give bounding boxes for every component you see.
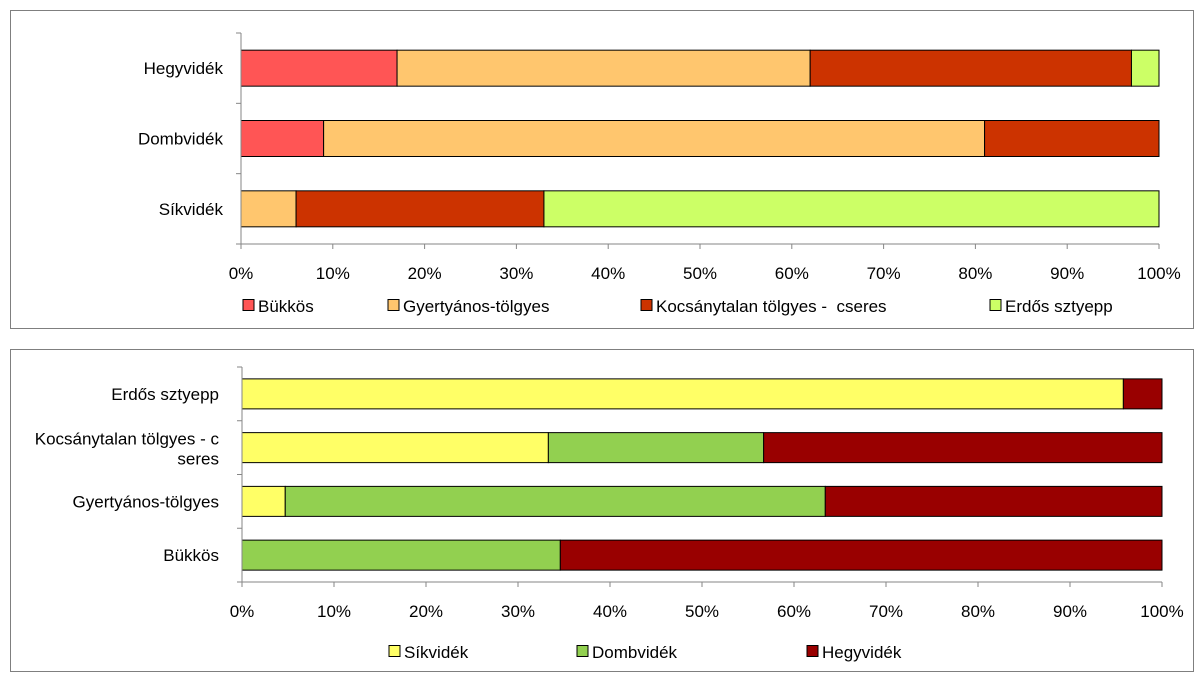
x-tick-label: 10% bbox=[317, 602, 351, 621]
stacked-bar-chart-forest-type: 0% 10% 20% 30% 40% 50% 60% 70% 80% 90% 100% Erdős s… bbox=[35, 366, 1184, 662]
bar-bukkos-hegyvidek bbox=[559, 539, 1163, 571]
x-tick-label: 10% bbox=[316, 264, 350, 283]
legend: Bükkös Gyertyános-tölgyes Kocsánytalan töl… bbox=[242, 297, 1113, 316]
bar-kocsanytalan-tolgyes-cseres-dombvidek bbox=[547, 432, 765, 464]
x-tick-label: 40% bbox=[591, 264, 625, 283]
bar-hegyvidek-kocsanytalan-tolgyes-cseres bbox=[809, 49, 1132, 87]
bar-dombvidek-kocsanytalan-tolgyes-cseres bbox=[984, 120, 1160, 157]
category-label-sikvidek: Síkvidék bbox=[159, 200, 224, 219]
x-tick-label: 90% bbox=[1050, 264, 1084, 283]
bar-hegyvidek-erdos-sztyepp bbox=[1130, 49, 1160, 87]
bar-sikvidek-gyertyanos-tolgyes bbox=[240, 190, 297, 228]
legend: Síkvidék Dombvidék Hegyvidék bbox=[388, 643, 902, 662]
chart-panel-region-composition: 0% 10% 20% 30% 40% 50% 60% 70% 80% 90% 100% Hegyvid… bbox=[10, 10, 1194, 329]
bar-kocsanytalan-tolgyes-cseres-hegyvidek bbox=[763, 432, 1163, 464]
bar-sikvidek-erdos-sztyepp bbox=[543, 190, 1160, 228]
bar-kocsanytalan-tolgyes-cseres-sikvidek bbox=[241, 432, 549, 464]
category-label-hegyvidek: Hegyvidék bbox=[144, 59, 224, 78]
bar-bukkos-dombvidek bbox=[241, 539, 561, 571]
x-tick-label: 0% bbox=[230, 602, 255, 621]
legend-label-erdos-sztyepp: Erdős sztyepp bbox=[1005, 297, 1113, 316]
bars bbox=[240, 49, 1160, 228]
legend-swatch-sikvidek bbox=[388, 645, 401, 657]
bar-hegyvidek-bukkos bbox=[240, 49, 398, 87]
category-label-gyertyanos-tolgyes: Gyertyános-tölgyes bbox=[73, 492, 219, 511]
bars bbox=[241, 378, 1163, 571]
x-tick-label: 40% bbox=[593, 602, 627, 621]
x-tick-label: 30% bbox=[501, 602, 535, 621]
category-label-kocsanytalan-tolgyes-cseres: Kocsánytalan tölgyes - c seres bbox=[35, 430, 220, 469]
bar-gyertyanos-tolgyes-sikvidek bbox=[241, 485, 286, 517]
category-label-erdos-sztyepp: Erdős sztyepp bbox=[111, 385, 219, 404]
legend-swatch-dombvidek bbox=[576, 645, 589, 657]
bar-erdos-sztyepp-sikvidek bbox=[241, 378, 1124, 410]
x-tick-label: 30% bbox=[499, 264, 533, 283]
x-tick-label: 20% bbox=[408, 264, 442, 283]
category-label-dombvidek: Dombvidék bbox=[138, 130, 224, 149]
stacked-bar-chart-region: 0% 10% 20% 30% 40% 50% 60% 70% 80% 90% 100% Hegyvid… bbox=[138, 32, 1181, 316]
legend-label-sikvidek: Síkvidék bbox=[404, 643, 469, 662]
bar-dombvidek-bukkos bbox=[240, 120, 325, 157]
bar-hegyvidek-gyertyanos-tolgyes bbox=[396, 49, 811, 87]
x-tick-label: 0% bbox=[229, 264, 254, 283]
x-tick-label: 20% bbox=[409, 602, 443, 621]
bar-sikvidek-kocsanytalan-tolgyes-cseres bbox=[295, 190, 545, 228]
x-tick-label: 50% bbox=[683, 264, 717, 283]
legend-swatch-hegyvidek bbox=[806, 645, 819, 657]
bar-gyertyanos-tolgyes-dombvidek bbox=[284, 485, 826, 517]
x-tick-label: 60% bbox=[777, 602, 811, 621]
x-tick-label: 70% bbox=[867, 264, 901, 283]
legend-swatch-erdos-sztyepp bbox=[989, 299, 1002, 311]
bar-dombvidek-gyertyanos-tolgyes bbox=[323, 120, 986, 157]
legend-label-kocsanytalan-tolgyes-cseres: Kocsánytalan tölgyes - cseres bbox=[656, 297, 887, 316]
x-tick-label: 90% bbox=[1053, 602, 1087, 621]
x-tick-label: 100% bbox=[1137, 264, 1180, 283]
legend-label-gyertyanos-tolgyes: Gyertyános-tölgyes bbox=[403, 297, 549, 316]
category-label-bukkos: Bükkös bbox=[163, 546, 219, 565]
legend-label-dombvidek: Dombvidék bbox=[592, 643, 678, 662]
legend-swatch-bukkos bbox=[242, 299, 255, 311]
bar-erdos-sztyepp-hegyvidek bbox=[1122, 378, 1163, 410]
legend-swatch-kocsanytalan-tolgyes-cseres bbox=[640, 299, 653, 311]
chart-panel-forest-type-distribution: 0% 10% 20% 30% 40% 50% 60% 70% 80% 90% 100% Erdős s… bbox=[10, 349, 1194, 672]
x-tick-label: 100% bbox=[1140, 602, 1183, 621]
x-tick-label: 80% bbox=[958, 264, 992, 283]
bar-gyertyanos-tolgyes-hegyvidek bbox=[824, 485, 1163, 517]
x-tick-label: 60% bbox=[775, 264, 809, 283]
legend-label-hegyvidek: Hegyvidék bbox=[822, 643, 902, 662]
legend-label-bukkos: Bükkös bbox=[258, 297, 314, 316]
legend-swatch-gyertyanos-tolgyes bbox=[387, 299, 400, 311]
x-tick-label: 70% bbox=[869, 602, 903, 621]
x-tick-label: 80% bbox=[961, 602, 995, 621]
x-tick-label: 50% bbox=[685, 602, 719, 621]
